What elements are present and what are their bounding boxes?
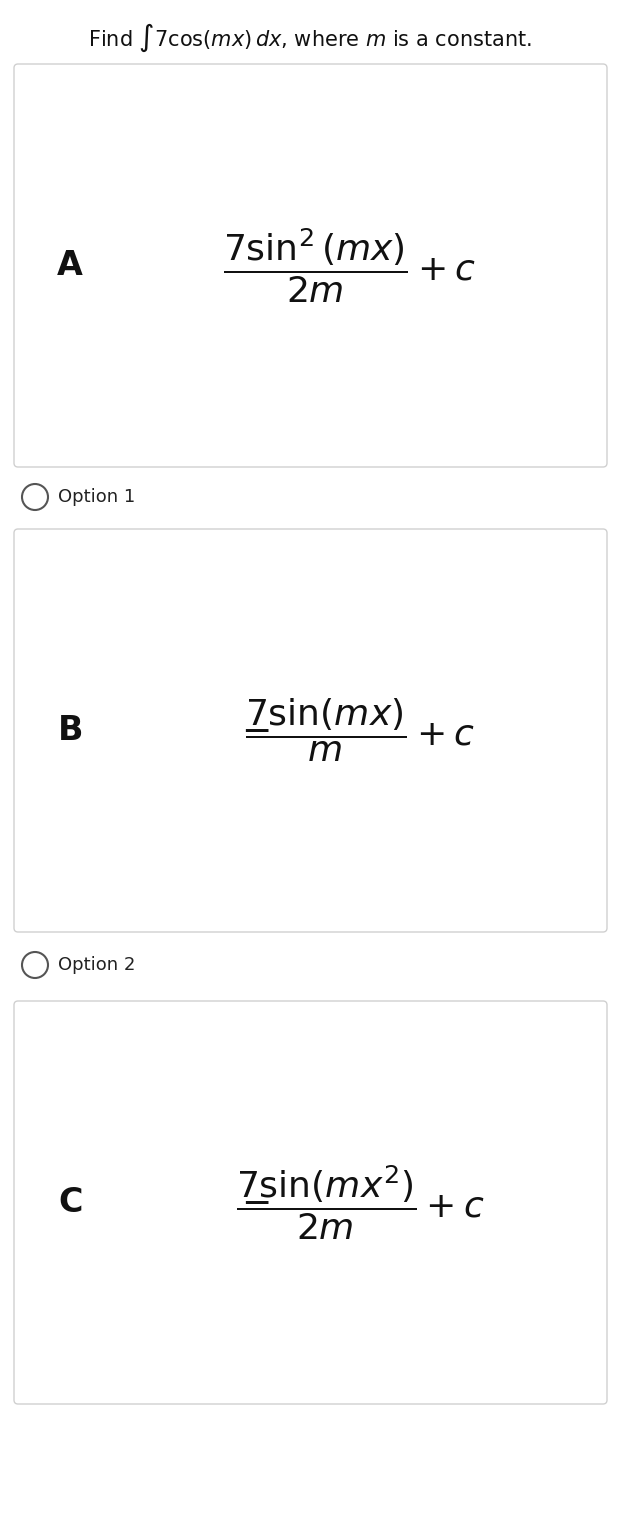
Text: $\mathbf{A}$: $\mathbf{A}$: [56, 249, 84, 282]
Text: $\mathbf{C}$: $\mathbf{C}$: [58, 1186, 82, 1219]
Text: $-$: $-$: [241, 1186, 269, 1219]
Text: $\dfrac{7\sin(mx^{2})}{2m}+c$: $\dfrac{7\sin(mx^{2})}{2m}+c$: [236, 1163, 484, 1242]
FancyBboxPatch shape: [14, 529, 607, 932]
FancyBboxPatch shape: [14, 64, 607, 467]
Text: Option 2: Option 2: [58, 957, 135, 973]
Text: Find $\int 7\cos(mx)\,dx$, where $m$ is a constant.: Find $\int 7\cos(mx)\,dx$, where $m$ is …: [88, 21, 532, 55]
Text: $\dfrac{7\sin^{2}(mx)}{2m}+c$: $\dfrac{7\sin^{2}(mx)}{2m}+c$: [223, 226, 477, 305]
Text: $\mathbf{B}$: $\mathbf{B}$: [58, 714, 82, 747]
Text: Option 1: Option 1: [58, 488, 135, 506]
FancyBboxPatch shape: [14, 1001, 607, 1404]
Text: $-$: $-$: [241, 714, 269, 747]
Text: $\dfrac{7\sin(mx)}{m}+c$: $\dfrac{7\sin(mx)}{m}+c$: [245, 697, 475, 764]
